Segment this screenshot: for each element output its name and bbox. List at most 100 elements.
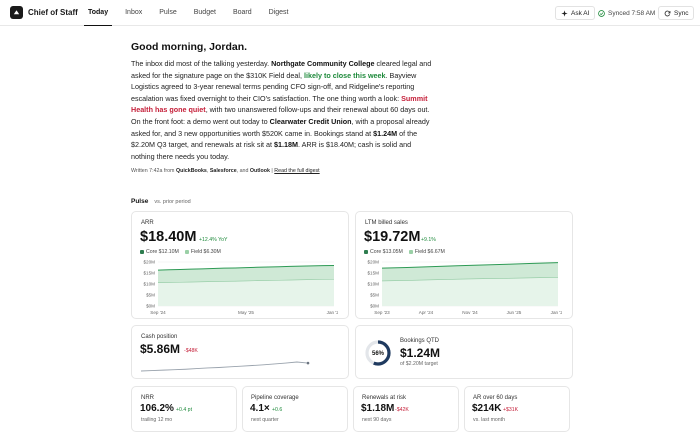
nrr-card[interactable]: NRR 106.2% +0.4 pt trailing 12 mo [131,386,237,432]
tab-budget[interactable]: Budget [193,9,216,16]
series-field-area [158,265,334,283]
y-tick-label: $20M [368,260,380,265]
tab-board[interactable]: Board [232,9,252,16]
bookings-target: of $2.20M target [400,361,438,367]
renewals-delta: -$42K [395,407,409,413]
y-tick-label: $5M [370,293,379,298]
cash-label: Cash position [141,334,178,340]
legend-field: Field $6.30M [184,249,221,255]
sources-prefix: Written 7:42a from [131,168,175,174]
y-tick-label: $15M [368,271,380,276]
cash-position-card[interactable]: Cash position $5.86M -$48K [131,325,349,379]
x-tick-label: Jan '26 [327,310,338,315]
x-tick-label: Apr '24 [419,310,434,315]
bookings-value: $1.24M [400,346,441,360]
legend-swatch [140,250,144,254]
separator: , and [236,168,249,174]
ring-fill [365,340,391,366]
account-name: Northgate Community College [271,59,375,68]
nrr-label: NRR [141,395,154,401]
account-name: Clearwater Credit Union [269,116,352,126]
ltm-value: $19.72M [364,229,421,245]
y-tick-label: $5M [146,293,155,298]
check-circle-icon [598,9,605,17]
tab-pulse[interactable]: Pulse [159,9,177,16]
ar-over-60-days-card[interactable]: AR over 60 days $214K +$31K vs. last mon… [464,386,570,432]
greeting-heading: Good morning, Jordan. [131,41,248,53]
y-tick-label: $0M [146,304,155,309]
arr-legend: Core $12.10M Field $6.30M [140,249,227,255]
cash-delta: -$48K [184,348,198,354]
x-tick-label: May '25 [238,310,254,315]
legend-core: Core $12.10M [140,249,179,255]
sync-label: Sync [674,9,689,17]
ask-ai-label: Ask AI [571,9,590,17]
renewals-at-risk-card[interactable]: Renewals at risk $1.18M -$42K next 90 da… [353,386,459,432]
y-tick-label: $10M [144,282,156,287]
y-tick-label: $10M [368,282,380,287]
top-bar: Chief of Staff Today Inbox Pulse Budget … [0,0,700,26]
pulse-header: Pulse vs. prior period [131,198,191,205]
x-tick-label: Nov '24 [462,310,478,315]
read-full-digest-link[interactable]: Read the full digest [274,168,320,174]
x-tick-label: Sep '23 [374,310,390,315]
app-logo-icon [10,6,23,19]
y-tick-label: $20M [144,260,156,265]
renewals-figure: $1.18M [274,140,299,150]
arr-chart: $0M $5M $10M $15M $20M Sep '24 May '25 Jan '26 [144,260,339,315]
x-tick-label: Jun '25 [507,310,522,315]
arr-card[interactable]: ARR $18.40M +12.4% YoY Core $12.10M Fiel… [131,211,349,319]
bookings-label: Bookings QTD [400,338,440,344]
pipeline-label: Pipeline coverage [251,395,299,401]
pulse-title: Pulse [131,198,149,205]
refresh-icon [664,10,671,17]
cash-value: $5.86M [140,342,181,356]
ltm-billed-sales-card[interactable]: LTM billed sales $19.72M +9.1% Core $13.… [355,211,573,319]
ask-ai-button[interactable]: Ask AI [555,6,596,20]
x-tick-label: Jan '26 [551,310,562,315]
digest-sources: Written 7:42a from QuickBooks, Salesforc… [131,168,320,174]
legend-swatch [364,250,368,254]
ltm-chart: $0M $5M $10M $15M $20M Sep '23 Apr '24 Nov '24 J… [368,260,563,315]
ar-delta: +$31K [503,407,519,413]
bookings-progress-ring: 56% [365,340,391,366]
legend-label: Core $12.10M [146,249,179,255]
source-quickbooks: QuickBooks [175,168,207,174]
renewals-value: $1.18M [361,403,395,414]
renewals-sub: next 90 days [362,417,392,423]
tab-today[interactable]: Today [83,0,113,26]
tab-digest[interactable]: Digest [268,9,289,16]
cash-line [140,361,309,372]
x-tick-label: Sep '24 [150,310,166,315]
positive-highlight: likely to close this week [304,70,386,80]
cash-sparkline [140,361,310,372]
tab-inbox[interactable]: Inbox [125,9,143,16]
nrr-sub: trailing 12 mo [141,417,173,423]
synced-label: Synced 7:58 AM [608,9,656,17]
renewals-label: Renewals at risk [362,395,407,401]
digest-text: , with a proposal already asked for, and… [131,116,430,138]
pipeline-delta: +0.6 [272,407,283,413]
legend-label: Field $6.30M [190,249,221,255]
series-core-line [157,279,335,283]
legend-core: Core $13.05M [364,249,403,255]
ltm-delta: +9.1% [421,237,436,243]
ar-sub: vs. last month [473,417,506,423]
ar-label: AR over 60 days [473,395,518,401]
app-title: Chief of Staff [28,8,78,17]
bookings-qtd-card[interactable]: 56% Bookings QTD $1.24M of $2.20M target [355,325,573,379]
arr-value: $18.40M [140,229,197,245]
ring-percent-label: 56% [372,351,385,357]
ltm-label: LTM billed sales [365,220,408,226]
series-total-line [157,265,335,271]
series-core-line [381,276,559,282]
pipeline-sub: next quarter [251,417,279,423]
pipeline-coverage-card[interactable]: Pipeline coverage 4.1× +0.6 next quarter [242,386,348,432]
series-core-area [158,279,334,306]
digest-text: cleared legal and asked for the signatur… [131,59,432,80]
divider: | [271,168,273,174]
legend-label: Core $13.05M [370,249,403,255]
sync-button[interactable]: Sync [658,6,695,20]
arr-delta: +12.4% YoY [199,237,228,243]
legend-field: Field $6.67M [408,249,445,255]
